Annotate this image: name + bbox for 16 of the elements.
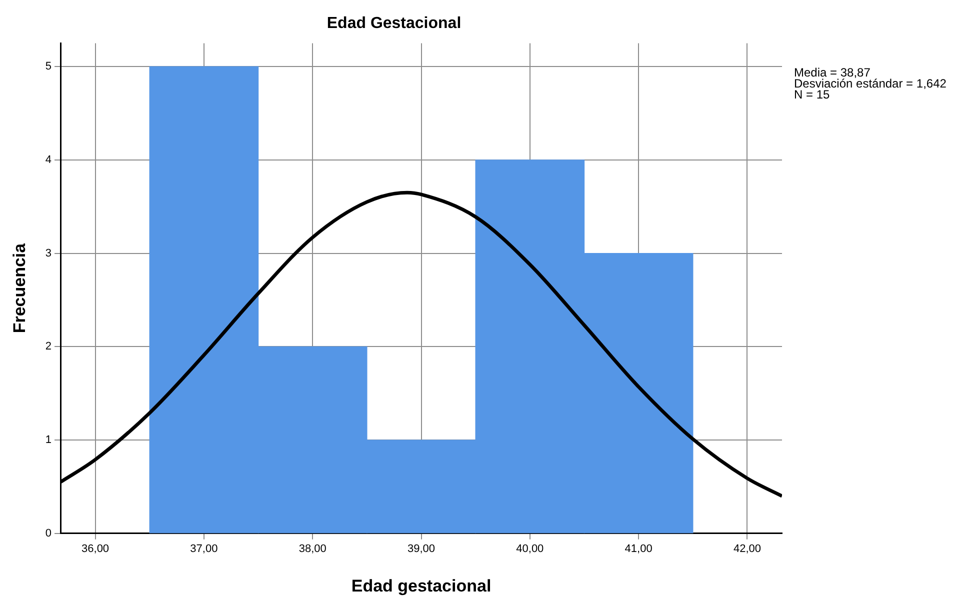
y-tick-label: 2 <box>45 340 52 353</box>
x-tick-label: 41,00 <box>624 543 652 556</box>
chart-title: Edad Gestacional <box>326 15 462 32</box>
x-tick-label: 38,00 <box>298 543 326 556</box>
x-axis-title: Edad gestacional <box>351 576 492 596</box>
y-tick-label: 0 <box>45 527 52 540</box>
x-tick-label: 42,00 <box>733 543 761 556</box>
x-tick-label: 40,00 <box>516 543 544 556</box>
x-tick-label: 39,00 <box>407 543 436 556</box>
x-tick-label: 36,00 <box>82 543 110 556</box>
y-tick-label: 3 <box>45 247 52 260</box>
x-tick-label: 37,00 <box>190 543 218 556</box>
y-tick-label: 1 <box>45 434 52 446</box>
y-tick-label: 5 <box>45 60 52 73</box>
y-axis-title: Frecuencia <box>10 242 29 334</box>
y-tick-label: 4 <box>45 154 52 166</box>
